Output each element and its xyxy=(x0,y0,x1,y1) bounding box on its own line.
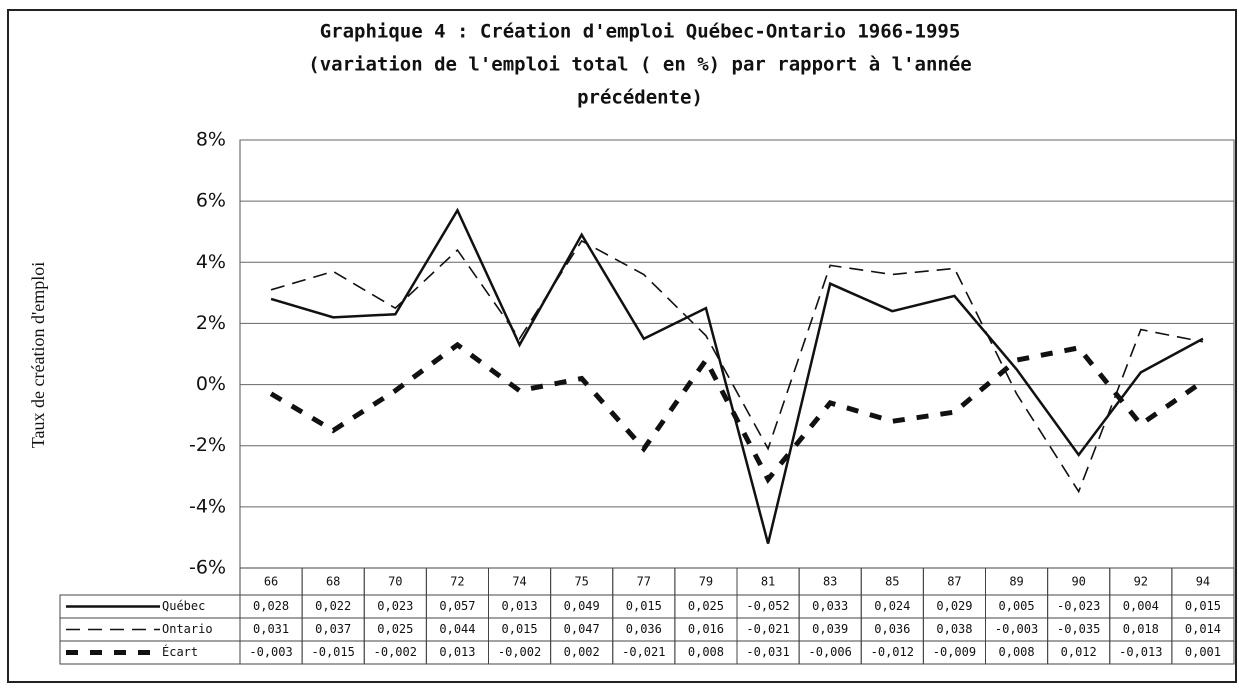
x-tick-label: 68 xyxy=(326,575,340,589)
x-tick-label: 75 xyxy=(574,575,588,589)
chart-title: Graphique 4 : Création d'emploi Québec-O… xyxy=(320,21,961,43)
x-tick-label: 70 xyxy=(388,575,402,589)
data-label: 0,038 xyxy=(936,622,972,636)
data-label: 0,022 xyxy=(315,599,351,613)
data-label: 0,028 xyxy=(253,599,289,613)
data-label: 0,015 xyxy=(1185,599,1221,613)
data-label: -0,013 xyxy=(1119,645,1162,659)
data-label: 0,033 xyxy=(812,599,848,613)
data-label: -0,003 xyxy=(995,622,1038,636)
data-label: -0,002 xyxy=(374,645,417,659)
data-label: 0,008 xyxy=(688,645,724,659)
y-tick-label: 0% xyxy=(196,373,226,395)
x-tick-label: 66 xyxy=(264,575,278,589)
data-label: 0,004 xyxy=(1123,599,1159,613)
x-tick-label: 74 xyxy=(512,575,526,589)
x-tick-label: 81 xyxy=(761,575,775,589)
chart-title: (variation de l'emploi total ( en %) par… xyxy=(308,54,971,76)
data-label: 0,025 xyxy=(377,622,413,636)
x-tick-label: 72 xyxy=(450,575,464,589)
data-label: 0,015 xyxy=(626,599,662,613)
data-label: -0,002 xyxy=(498,645,541,659)
data-label: 0,036 xyxy=(874,622,910,636)
frame xyxy=(7,9,1237,683)
data-label: 0,037 xyxy=(315,622,351,636)
x-tick-label: 89 xyxy=(1009,575,1023,589)
data-label: -0,009 xyxy=(933,645,976,659)
data-label: 0,036 xyxy=(626,622,662,636)
data-label: 0,015 xyxy=(502,622,538,636)
data-label: -0,003 xyxy=(249,645,292,659)
data-label: 0,023 xyxy=(377,599,413,613)
data-label: 0,002 xyxy=(564,645,600,659)
data-label: -0,052 xyxy=(746,599,789,613)
x-tick-label: 83 xyxy=(823,575,837,589)
data-label: -0,035 xyxy=(1057,622,1100,636)
y-tick-label: 8% xyxy=(196,129,226,151)
table-row xyxy=(59,640,1235,665)
data-label: 0,031 xyxy=(253,622,289,636)
data-label: 0,008 xyxy=(999,645,1035,659)
x-tick-label: 94 xyxy=(1196,575,1210,589)
data-label: 0,024 xyxy=(874,599,910,613)
legend-label: Ontario xyxy=(162,622,213,636)
x-tick-label: 85 xyxy=(885,575,899,589)
y-tick-label: -4% xyxy=(189,495,226,517)
series-line xyxy=(270,207,1204,544)
data-label: -0,021 xyxy=(746,622,789,636)
y-tick-label: -2% xyxy=(189,434,226,456)
data-label: 0,005 xyxy=(999,599,1035,613)
data-label: 0,013 xyxy=(502,599,538,613)
x-tick-label: 79 xyxy=(699,575,713,589)
data-label: 0,014 xyxy=(1185,622,1221,636)
series-line xyxy=(270,239,1204,494)
x-tick-label: 77 xyxy=(637,575,651,589)
series-line xyxy=(269,341,1205,484)
data-label: 0,012 xyxy=(1061,645,1097,659)
legend-label: Québec xyxy=(162,599,205,613)
data-label: -0,021 xyxy=(622,645,665,659)
legend-label: Écart xyxy=(162,644,198,659)
data-label: 0,018 xyxy=(1123,622,1159,636)
y-tick-label: 2% xyxy=(196,312,226,334)
data-label: -0,015 xyxy=(312,645,355,659)
x-tick-label: 92 xyxy=(1134,575,1148,589)
chart-title: précédente) xyxy=(577,87,703,109)
data-label: 0,016 xyxy=(688,622,724,636)
data-label: -0,031 xyxy=(746,645,789,659)
data-label: 0,057 xyxy=(439,599,475,613)
y-axis-title: Taux de création d'emploi xyxy=(28,262,48,448)
x-tick-label: 90 xyxy=(1071,575,1085,589)
y-tick-label: 6% xyxy=(196,190,226,212)
data-label: 0,001 xyxy=(1185,645,1221,659)
data-label: 0,044 xyxy=(439,622,475,636)
data-label: 0,039 xyxy=(812,622,848,636)
data-label: 0,013 xyxy=(439,645,475,659)
data-label: 0,025 xyxy=(688,599,724,613)
data-label: -0,006 xyxy=(809,645,852,659)
x-tick-label: 87 xyxy=(947,575,961,589)
plot-area xyxy=(239,139,1235,569)
y-tick-label: 4% xyxy=(196,251,226,273)
data-label: -0,023 xyxy=(1057,599,1100,613)
data-label: -0,012 xyxy=(871,645,914,659)
data-label: 0,049 xyxy=(564,599,600,613)
y-tick-label: -6% xyxy=(189,557,226,579)
data-label: 0,047 xyxy=(564,622,600,636)
data-label: 0,029 xyxy=(936,599,972,613)
